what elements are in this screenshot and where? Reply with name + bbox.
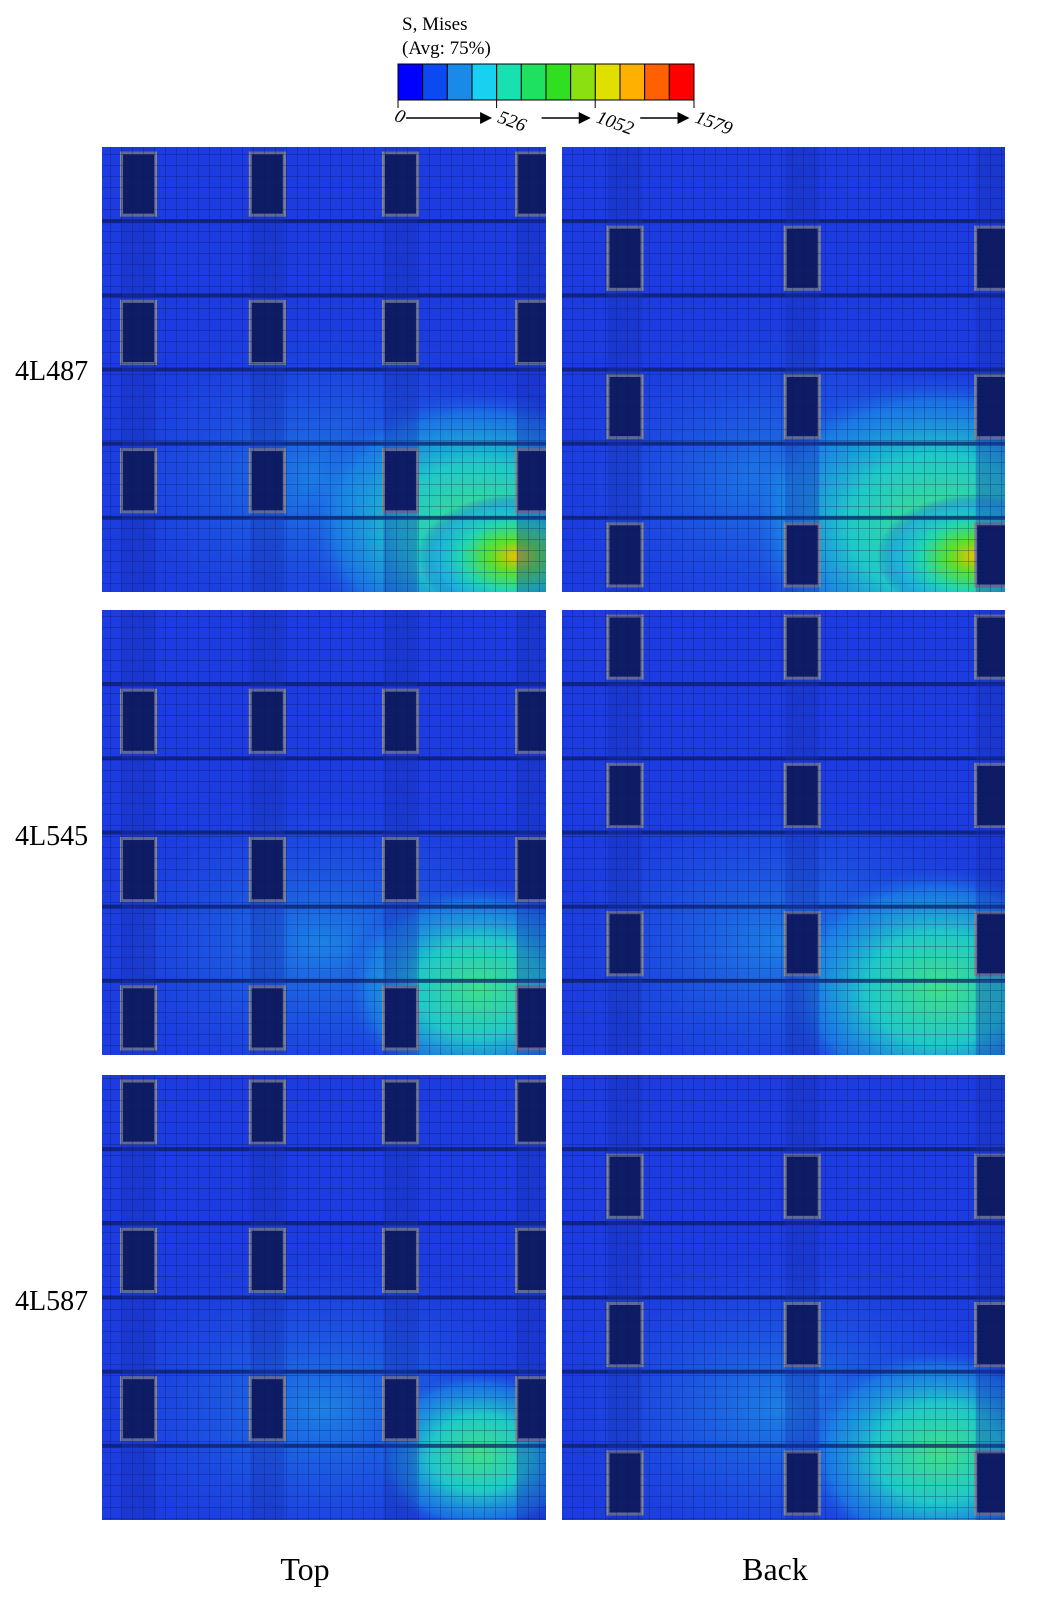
panel-content: [102, 1075, 546, 1520]
contour-panel: [102, 610, 546, 1055]
contour-panel: [562, 610, 1005, 1055]
mesh: [562, 1075, 1005, 1520]
colorbar-tick-label: 526: [495, 107, 529, 137]
contour-panel: [102, 147, 546, 592]
colorbar-band: [668, 63, 695, 101]
colorbar-band: [471, 63, 498, 101]
colorbar-band: [644, 63, 670, 101]
contour-panel: [562, 147, 1005, 592]
column-label: Back: [742, 1551, 808, 1587]
colorbar-band: [520, 63, 547, 101]
colorbar-tick-label: 1579: [692, 107, 735, 140]
colorbar-band: [446, 63, 473, 101]
contour-panel: [562, 1075, 1005, 1520]
colorbar: 0 526 1052 1579: [392, 63, 736, 140]
mesh: [102, 147, 546, 592]
mesh: [562, 610, 1005, 1055]
row-label: 4L545: [15, 821, 88, 852]
mesh: [102, 610, 546, 1055]
colorbar-band: [397, 63, 424, 101]
colorbar-tick-label: 1052: [593, 107, 636, 140]
colorbar-band: [545, 63, 572, 101]
colorbar-band: [594, 63, 621, 101]
colorbar-band: [570, 63, 596, 101]
panel-content: [102, 610, 546, 1055]
legend-subtitle: (Avg: 75%): [402, 38, 491, 59]
panel-content: [562, 610, 1005, 1055]
mesh: [102, 1075, 546, 1520]
colorbar-band: [619, 63, 646, 101]
panel-content: [102, 147, 546, 592]
contour-panel: [102, 1075, 546, 1520]
panel-content: [562, 147, 1005, 592]
colorbar-tick-label: 0: [392, 105, 409, 128]
mesh: [562, 147, 1005, 592]
panels: [102, 147, 1005, 1520]
panel-content: [562, 1075, 1005, 1520]
row-label: 4L487: [15, 356, 88, 387]
row-label: 4L587: [15, 1286, 88, 1317]
legend-title: S, Mises: [402, 14, 467, 35]
column-label: Top: [280, 1551, 329, 1587]
colorbar-band: [422, 63, 448, 101]
colorbar-band: [496, 63, 522, 101]
